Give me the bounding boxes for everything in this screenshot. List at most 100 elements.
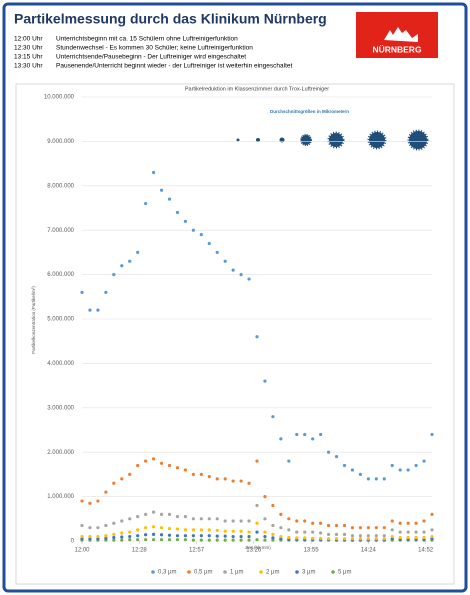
data-point <box>231 529 235 533</box>
data-point <box>191 472 195 476</box>
legend-marker <box>295 570 299 574</box>
legend-label: 2 µm <box>266 570 279 576</box>
data-point <box>311 521 315 525</box>
data-point <box>271 523 275 528</box>
data-point <box>247 481 251 485</box>
data-point <box>159 533 164 537</box>
data-point <box>287 528 291 532</box>
data-point <box>358 534 363 538</box>
data-point <box>358 537 363 541</box>
schedule-text: Unterrichtsbeginn mit ca. 15 Schülern oh… <box>56 36 238 43</box>
data-point <box>128 472 132 476</box>
data-point <box>199 233 203 237</box>
data-point <box>128 517 132 521</box>
data-point <box>271 532 275 536</box>
data-point <box>144 526 148 530</box>
data-point <box>231 534 235 539</box>
data-point <box>231 519 235 523</box>
data-point <box>136 463 140 468</box>
data-point <box>80 537 84 541</box>
schedule-text: Unterrichtsende/Pausebeginn - Der Luftre… <box>56 54 246 61</box>
data-point <box>319 521 323 525</box>
data-point <box>151 170 156 175</box>
data-point <box>207 517 211 521</box>
data-point <box>167 538 172 542</box>
data-point <box>104 536 108 540</box>
data-point <box>223 519 227 523</box>
y-tick-label: 2.000.000 <box>47 450 74 456</box>
data-point <box>406 521 410 525</box>
annotation: Durchschnittsgrößen in Mikrometern <box>270 109 349 114</box>
x-axis-label: Zeit (hh:mm) <box>245 545 271 550</box>
data-point <box>223 477 227 481</box>
y-tick-label: 9.000.000 <box>47 139 74 145</box>
data-point <box>342 523 347 528</box>
schedule-time: 12:30 Uhr <box>14 45 43 52</box>
schedule: 12:00 Uhr Unterrichtsbeginn mit ca. 15 Sc… <box>14 36 292 70</box>
data-point <box>191 538 195 542</box>
data-point <box>247 530 251 534</box>
legend-label: 1 µm <box>230 570 243 576</box>
schedule-text: Stundenwechsel - Es kommen 30 Schüler; k… <box>56 45 253 52</box>
data-point <box>120 538 124 542</box>
chart-title: Partikelreduktion im Klassenzimmer durch… <box>185 86 329 92</box>
data-point <box>223 534 227 538</box>
data-point <box>215 534 219 538</box>
data-point <box>96 537 100 541</box>
data-point <box>390 519 394 523</box>
data-point <box>342 463 347 468</box>
data-point <box>151 525 156 529</box>
data-point <box>199 528 203 532</box>
data-point <box>374 477 378 481</box>
data-point <box>215 477 219 481</box>
schedule-text: Pausenende/Unterricht beginnt wieder - d… <box>56 63 292 70</box>
data-point <box>382 534 386 538</box>
data-point <box>151 538 156 542</box>
data-point <box>191 228 195 232</box>
data-point <box>382 526 386 530</box>
data-point <box>430 528 434 532</box>
virus-icons <box>236 129 429 151</box>
data-point <box>239 534 243 539</box>
data-point <box>159 461 164 465</box>
data-point <box>350 534 355 538</box>
data-point <box>104 290 108 294</box>
data-point <box>136 514 140 519</box>
data-point <box>96 526 100 530</box>
legend-label: 5 µm <box>338 570 351 576</box>
data-point <box>342 537 347 541</box>
data-point <box>112 535 116 540</box>
data-point <box>311 437 315 441</box>
data-point <box>382 477 386 481</box>
data-point <box>159 512 164 516</box>
data-point <box>247 534 251 539</box>
data-point <box>128 534 132 539</box>
data-point <box>366 526 370 530</box>
data-point <box>128 530 132 534</box>
data-point <box>326 523 331 528</box>
data-point <box>366 534 370 538</box>
data-point <box>231 268 235 272</box>
data-point <box>144 538 148 542</box>
data-point <box>358 526 363 530</box>
y-tick-label: 5.000.000 <box>47 317 74 323</box>
data-point <box>175 466 180 470</box>
data-point <box>414 530 418 534</box>
data-point <box>430 534 434 539</box>
data-point <box>215 538 219 542</box>
data-point <box>120 264 124 268</box>
y-tick-label: 1.000.000 <box>47 494 74 500</box>
legend-marker <box>151 570 155 574</box>
data-point <box>279 534 283 539</box>
data-point <box>430 432 434 437</box>
data-point <box>414 463 418 468</box>
data-point <box>430 512 434 516</box>
data-point <box>263 517 267 521</box>
data-point <box>422 530 426 534</box>
data-point <box>112 538 116 542</box>
data-point <box>334 455 339 459</box>
data-point <box>398 468 402 472</box>
data-point <box>382 537 386 541</box>
data-point <box>406 535 410 540</box>
data-point <box>350 526 355 530</box>
